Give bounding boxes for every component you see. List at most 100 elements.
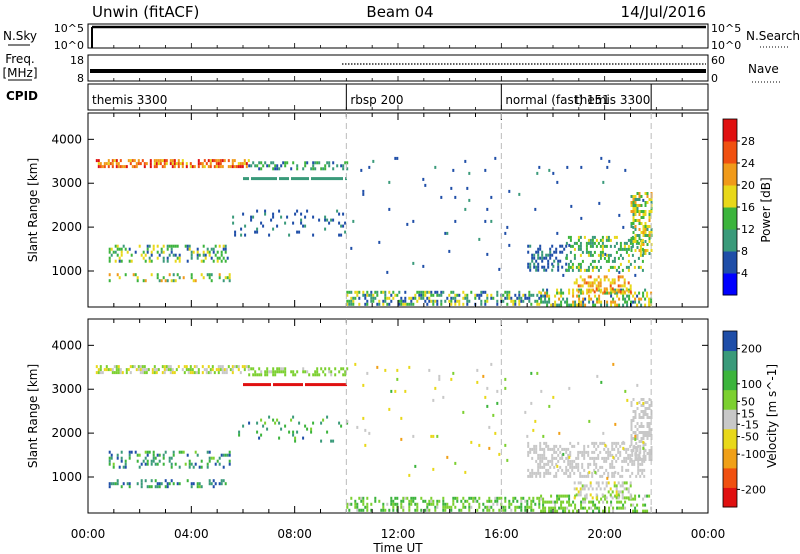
echo-cell <box>97 368 100 372</box>
echo-cell <box>126 482 129 486</box>
echo-cell <box>623 481 626 485</box>
echo-cell <box>547 447 550 451</box>
echo-cell <box>164 279 167 283</box>
echo-cell <box>520 502 523 506</box>
echo-cell <box>500 496 503 500</box>
echo-cell <box>641 259 644 263</box>
echo-cell <box>259 383 261 387</box>
echo-cell <box>622 506 625 510</box>
echo-cell <box>532 496 535 500</box>
echo-cell <box>434 508 437 512</box>
echo-cell <box>611 265 614 269</box>
echo-cell <box>152 456 155 460</box>
echo-cell <box>382 290 385 294</box>
echo-cell <box>256 430 259 434</box>
echo-cell <box>229 368 232 372</box>
echo-cell <box>116 482 119 486</box>
echo-cell <box>404 290 407 294</box>
echo-cell <box>506 293 509 297</box>
echo-cell <box>496 293 499 297</box>
echo-cell <box>476 499 479 503</box>
echo-cell <box>320 439 323 443</box>
echo-cell <box>614 494 617 498</box>
echo-cell <box>192 279 195 283</box>
echo-cell <box>528 299 531 303</box>
echo-cell <box>632 497 635 501</box>
echo-cell <box>541 265 544 269</box>
echo-cell <box>400 302 403 306</box>
echo-cell <box>432 434 435 438</box>
echo-cell <box>542 506 545 510</box>
echo-cell <box>605 244 608 248</box>
echo-cell <box>111 162 114 166</box>
echo-cell <box>245 383 247 387</box>
echo-cell <box>364 505 367 509</box>
echo-cell <box>640 431 643 434</box>
echo-cell <box>158 459 161 463</box>
echo-cell <box>193 371 196 375</box>
echo-cell <box>243 162 246 166</box>
echo-cell <box>288 430 291 434</box>
echo-cell <box>394 156 397 160</box>
echo-cell <box>589 493 592 497</box>
echo-cell <box>634 198 637 201</box>
echo-cell <box>562 291 565 295</box>
echo-cell <box>352 302 355 306</box>
echo-cell <box>488 505 491 509</box>
echo-cell <box>631 450 634 454</box>
echo-cell <box>575 278 578 282</box>
echo-cell <box>281 383 283 387</box>
echo-cell <box>145 162 148 166</box>
echo-cell <box>119 371 122 375</box>
echo-cell <box>207 365 210 369</box>
echo-cell <box>466 299 469 303</box>
echo-cell <box>476 293 479 297</box>
echo-cell <box>633 462 636 466</box>
echo-cell <box>199 162 202 166</box>
echo-cell <box>583 281 586 285</box>
echo-cell <box>613 244 616 248</box>
echo-cell <box>340 224 343 228</box>
echo-cell <box>260 167 263 171</box>
echo-cell <box>150 259 153 263</box>
echo-cell <box>222 256 225 260</box>
echo-cell <box>526 505 529 509</box>
echo-cell <box>574 506 577 510</box>
echo-cell <box>466 499 469 503</box>
echo-cell <box>426 290 429 294</box>
echo-cell <box>332 161 335 165</box>
echo-cell <box>484 299 487 303</box>
echo-cell <box>105 162 108 166</box>
echo-cell <box>644 252 647 255</box>
echo-cell <box>642 509 645 513</box>
echo-cell <box>172 450 175 454</box>
echo-cell <box>186 259 189 263</box>
echo-cell <box>544 291 547 295</box>
echo-cell <box>579 284 582 288</box>
echo-cell <box>172 244 175 248</box>
echo-cell <box>537 250 540 254</box>
echo-cell <box>152 453 155 457</box>
echo-cell <box>198 465 201 469</box>
echo-cell <box>169 162 172 166</box>
echo-cell <box>611 290 614 294</box>
echo-cell <box>551 244 554 248</box>
echo-cell <box>631 244 634 248</box>
echo-cell <box>179 162 182 166</box>
echo-cell <box>175 162 178 166</box>
echo-cell <box>599 278 602 282</box>
echo-cell <box>252 367 255 371</box>
echo-cell <box>362 502 365 506</box>
echo-cell <box>534 419 537 423</box>
echo-cell <box>151 368 154 372</box>
cpid-segment-label: normal (fast) 151 <box>505 93 609 107</box>
echo-cell <box>428 296 431 300</box>
echo-cell <box>291 383 293 387</box>
echo-cell <box>550 506 553 510</box>
echo-cell <box>568 303 571 307</box>
echo-cell <box>583 468 586 472</box>
echo-cell <box>285 177 287 181</box>
echo-cell <box>560 291 563 295</box>
echo-cell <box>622 288 625 292</box>
